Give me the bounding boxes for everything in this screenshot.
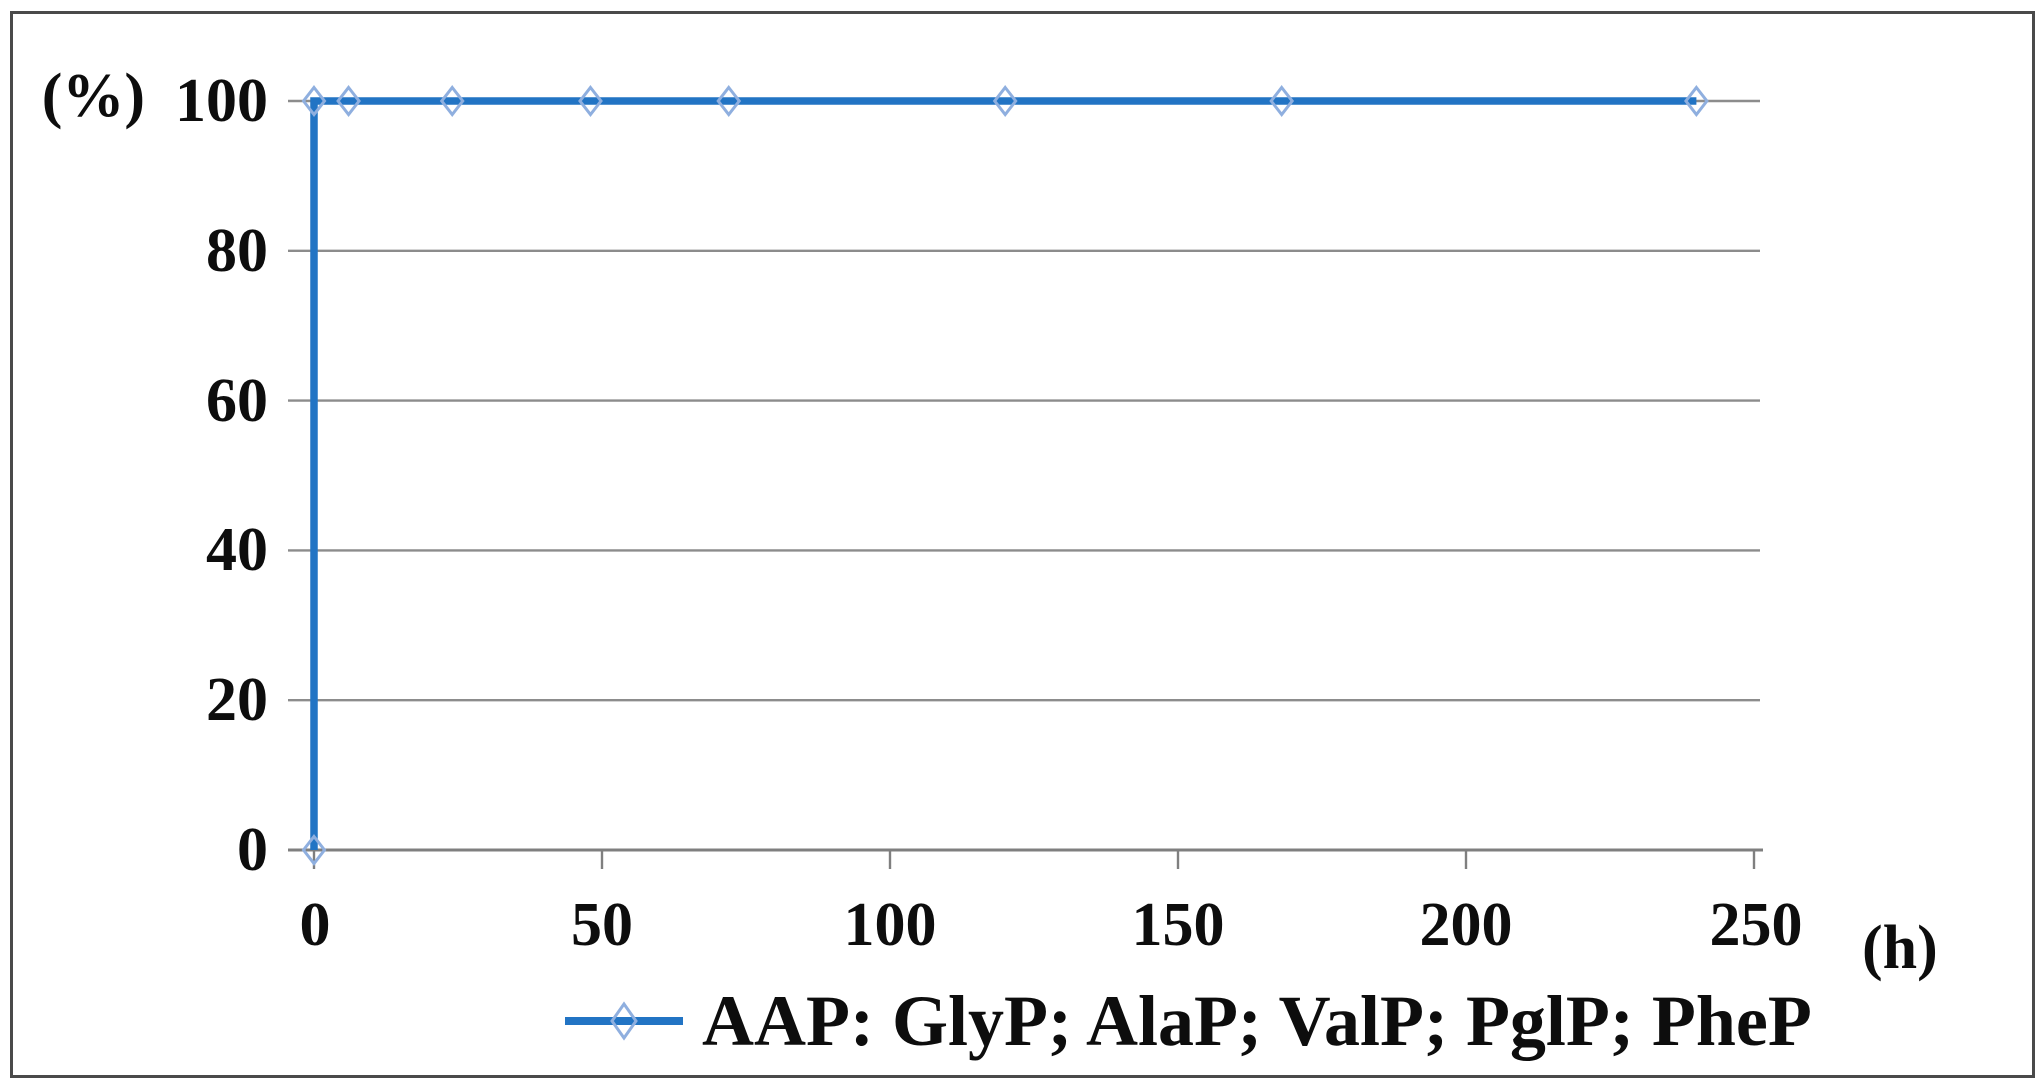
series-line: [310, 97, 1697, 850]
y-tick-label-40: 40: [206, 516, 268, 584]
x-tick-label-100: 100: [843, 891, 937, 959]
x-tick-label-150: 150: [1131, 891, 1225, 959]
y-tick-label-0: 0: [237, 816, 268, 884]
data-point-marker-x24-y100: [439, 85, 465, 117]
y-tick-label-20: 20: [206, 666, 268, 734]
x-tick-label-0: 0: [299, 891, 331, 959]
data-point-marker-x168-y100: [1269, 85, 1295, 117]
legend-series-marker-icon: [565, 1001, 683, 1041]
data-point-marker-x48-y100: [578, 85, 603, 117]
y-tick-label-100: 100: [175, 67, 268, 135]
data-point-marker-x120-y100: [992, 85, 1018, 117]
y-tick-label-60: 60: [206, 367, 268, 435]
y-tick-label-80: 80: [206, 217, 268, 285]
x-tick-label-250: 250: [1709, 891, 1803, 959]
x-tick-label-200: 200: [1419, 891, 1513, 959]
data-point-marker-x0-y0: [301, 834, 327, 866]
x-axis-unit-label: (h): [1862, 914, 1938, 982]
legend: AAP: GlyP; AlaP; ValP; PglP; PheP: [560, 981, 1812, 1061]
y-axis-unit-label: (%): [41, 62, 145, 130]
data-point-marker-x240-y100: [1683, 85, 1709, 117]
data-point-marker-x72-y100: [716, 85, 742, 117]
figure-border: [10, 11, 2035, 1078]
data-point-marker-x0-y100: [301, 85, 327, 117]
data-point-marker-x6-y100: [336, 85, 361, 117]
legend-series-label: AAP: GlyP; AlaP; ValP; PglP; PheP: [702, 981, 1812, 1061]
x-tick-label-50: 50: [571, 891, 633, 959]
